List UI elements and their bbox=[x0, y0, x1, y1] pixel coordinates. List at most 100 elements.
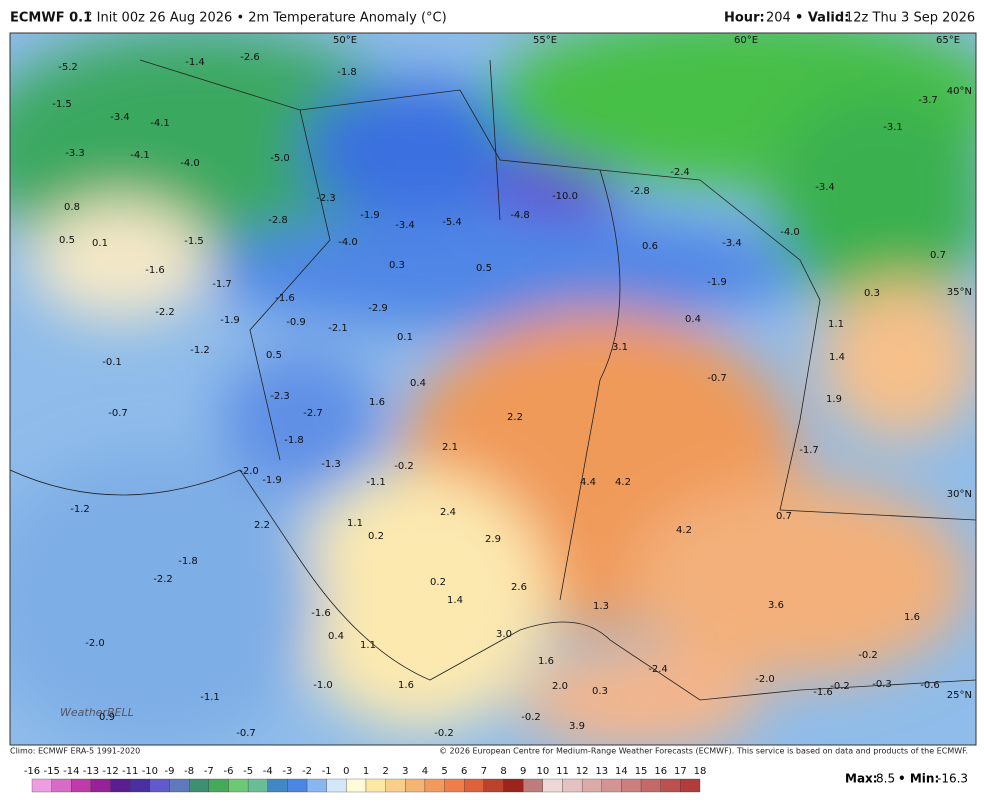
anomaly-label: 0.7 bbox=[930, 250, 946, 261]
anomaly-label: -0.7 bbox=[236, 728, 256, 739]
colorbar-tick-label: 14 bbox=[615, 766, 628, 777]
anomaly-label: -0.9 bbox=[286, 317, 306, 328]
anomaly-label: -1.9 bbox=[262, 475, 282, 486]
colorbar-tick-label: -3 bbox=[282, 766, 292, 777]
lat-label: 25°N bbox=[947, 690, 972, 701]
colorbar-swatch bbox=[130, 778, 151, 793]
anomaly-label: -1.3 bbox=[321, 459, 341, 470]
colorbar-swatch bbox=[464, 778, 485, 793]
colorbar-tick-label: -5 bbox=[243, 766, 253, 777]
anomaly-label: 1.4 bbox=[447, 595, 463, 606]
anomaly-label: -0.1 bbox=[102, 357, 122, 368]
anomaly-label: -0.2 bbox=[830, 681, 850, 692]
colorbar-swatch bbox=[562, 778, 583, 793]
anomaly-label: -3.4 bbox=[110, 112, 130, 123]
anomaly-label: -4.0 bbox=[780, 227, 800, 238]
anomaly-label: -0.3 bbox=[872, 679, 892, 690]
colorbar-swatch bbox=[208, 778, 229, 793]
lon-label: 55°E bbox=[533, 35, 557, 46]
anomaly-label: -1.7 bbox=[799, 445, 819, 456]
anomaly-label: 0.9 bbox=[99, 712, 115, 723]
anomaly-label: -1.8 bbox=[337, 67, 357, 78]
anomaly-label: 2.4 bbox=[440, 507, 456, 518]
colorbar-tick-label: 17 bbox=[674, 766, 687, 777]
anomaly-label: -1.6 bbox=[145, 265, 165, 276]
anomaly-label: -2.0 bbox=[239, 466, 259, 477]
colorbar-swatch bbox=[523, 778, 543, 793]
colorbar-swatch bbox=[71, 778, 92, 793]
colorbar-swatch bbox=[424, 778, 445, 793]
anomaly-label: 3.1 bbox=[612, 342, 628, 353]
colorbar-tick-label: -11 bbox=[122, 766, 138, 777]
colorbar-tick-label: -6 bbox=[223, 766, 233, 777]
anomaly-label: -2.1 bbox=[328, 323, 348, 334]
anomaly-label: -3.4 bbox=[395, 220, 415, 231]
anomaly-label: 2.1 bbox=[442, 442, 458, 453]
colorbar-tick-label: 2 bbox=[382, 766, 388, 777]
colorbar-swatch bbox=[149, 778, 170, 793]
title: ° Init 00z 26 Aug 2026 • 2m Temperature … bbox=[86, 11, 447, 26]
colorbar-tick-label: 16 bbox=[654, 766, 667, 777]
anomaly-label: -1.7 bbox=[212, 279, 232, 290]
map-frame bbox=[9, 32, 977, 746]
colorbar-tick-label: -8 bbox=[184, 766, 194, 777]
colorbar-swatch bbox=[385, 778, 406, 793]
anomaly-label: 0.8 bbox=[64, 202, 80, 213]
colorbar-swatch bbox=[601, 778, 622, 793]
anomaly-label: -2.6 bbox=[240, 52, 260, 63]
anomaly-label: -4.8 bbox=[510, 210, 530, 221]
anomaly-label: -0.2 bbox=[434, 728, 454, 739]
anomaly-label: -1.1 bbox=[200, 692, 220, 703]
anomaly-label: 0.5 bbox=[476, 263, 492, 274]
colorbar-tick-label: -1 bbox=[322, 766, 332, 777]
anomaly-label: -1.2 bbox=[70, 504, 90, 515]
borders bbox=[10, 59, 976, 701]
anomaly-label: 4.4 bbox=[580, 477, 596, 488]
climo: Climo: ECMWF ERA-5 1991-2020 bbox=[10, 747, 140, 756]
anomaly-label: -1.9 bbox=[220, 315, 240, 326]
model: ECMWF 0.1 bbox=[10, 11, 92, 26]
anomaly-label: -2.7 bbox=[303, 408, 323, 419]
anomaly-label: 2.2 bbox=[254, 520, 270, 531]
lat-label: 30°N bbox=[947, 489, 972, 500]
colorbar-tick-label: -13 bbox=[83, 766, 99, 777]
anomaly-label: -0.2 bbox=[521, 712, 541, 723]
anomaly-label: 3.6 bbox=[768, 600, 784, 611]
anomaly-label: -5.4 bbox=[442, 217, 462, 228]
anomaly-label: -3.4 bbox=[722, 238, 742, 249]
anomaly-label: -3.1 bbox=[883, 122, 903, 133]
colorbar-swatch bbox=[110, 778, 131, 793]
colorbar-swatch bbox=[247, 778, 268, 793]
anomaly-label: -3.4 bbox=[815, 182, 835, 193]
colorbar-tick-label: 11 bbox=[556, 766, 569, 777]
colorbar-swatch bbox=[405, 778, 426, 793]
min-label: • Min: bbox=[898, 772, 939, 786]
anomaly-label: -1.0 bbox=[313, 680, 333, 691]
colorbar-swatch bbox=[267, 778, 288, 793]
colorbar-swatch bbox=[189, 778, 209, 793]
anomaly-label: 0.3 bbox=[864, 288, 880, 299]
colorbar-tick-label: -10 bbox=[142, 766, 158, 777]
colorbar-swatch bbox=[581, 778, 602, 793]
colorbar-swatch bbox=[680, 778, 701, 793]
anomaly-label: -2.3 bbox=[270, 391, 290, 402]
anomaly-label: 0.5 bbox=[59, 235, 75, 246]
anomaly-label: -2.3 bbox=[316, 193, 336, 204]
lat-label: 35°N bbox=[947, 287, 972, 298]
anomaly-label: 0.4 bbox=[410, 378, 426, 389]
colorbar-swatch bbox=[287, 778, 308, 793]
anomaly-label: -2.9 bbox=[368, 303, 388, 314]
anomaly-label: -0.7 bbox=[108, 408, 128, 419]
logo: WeatherBELL bbox=[60, 706, 134, 719]
anomaly-label: -1.6 bbox=[813, 687, 833, 698]
colorbar-tick-label: -14 bbox=[63, 766, 79, 777]
valid-label: • Valid: bbox=[795, 11, 849, 26]
colorbar-swatch bbox=[31, 778, 52, 793]
colorbar-tick-label: 1 bbox=[363, 766, 369, 777]
anomaly-label: -1.5 bbox=[52, 99, 72, 110]
anomaly-label: 2.6 bbox=[511, 582, 527, 593]
anomaly-label: 1.1 bbox=[347, 518, 363, 529]
anomaly-label: 3.9 bbox=[569, 721, 585, 732]
anomaly-label: 2.0 bbox=[552, 681, 568, 692]
